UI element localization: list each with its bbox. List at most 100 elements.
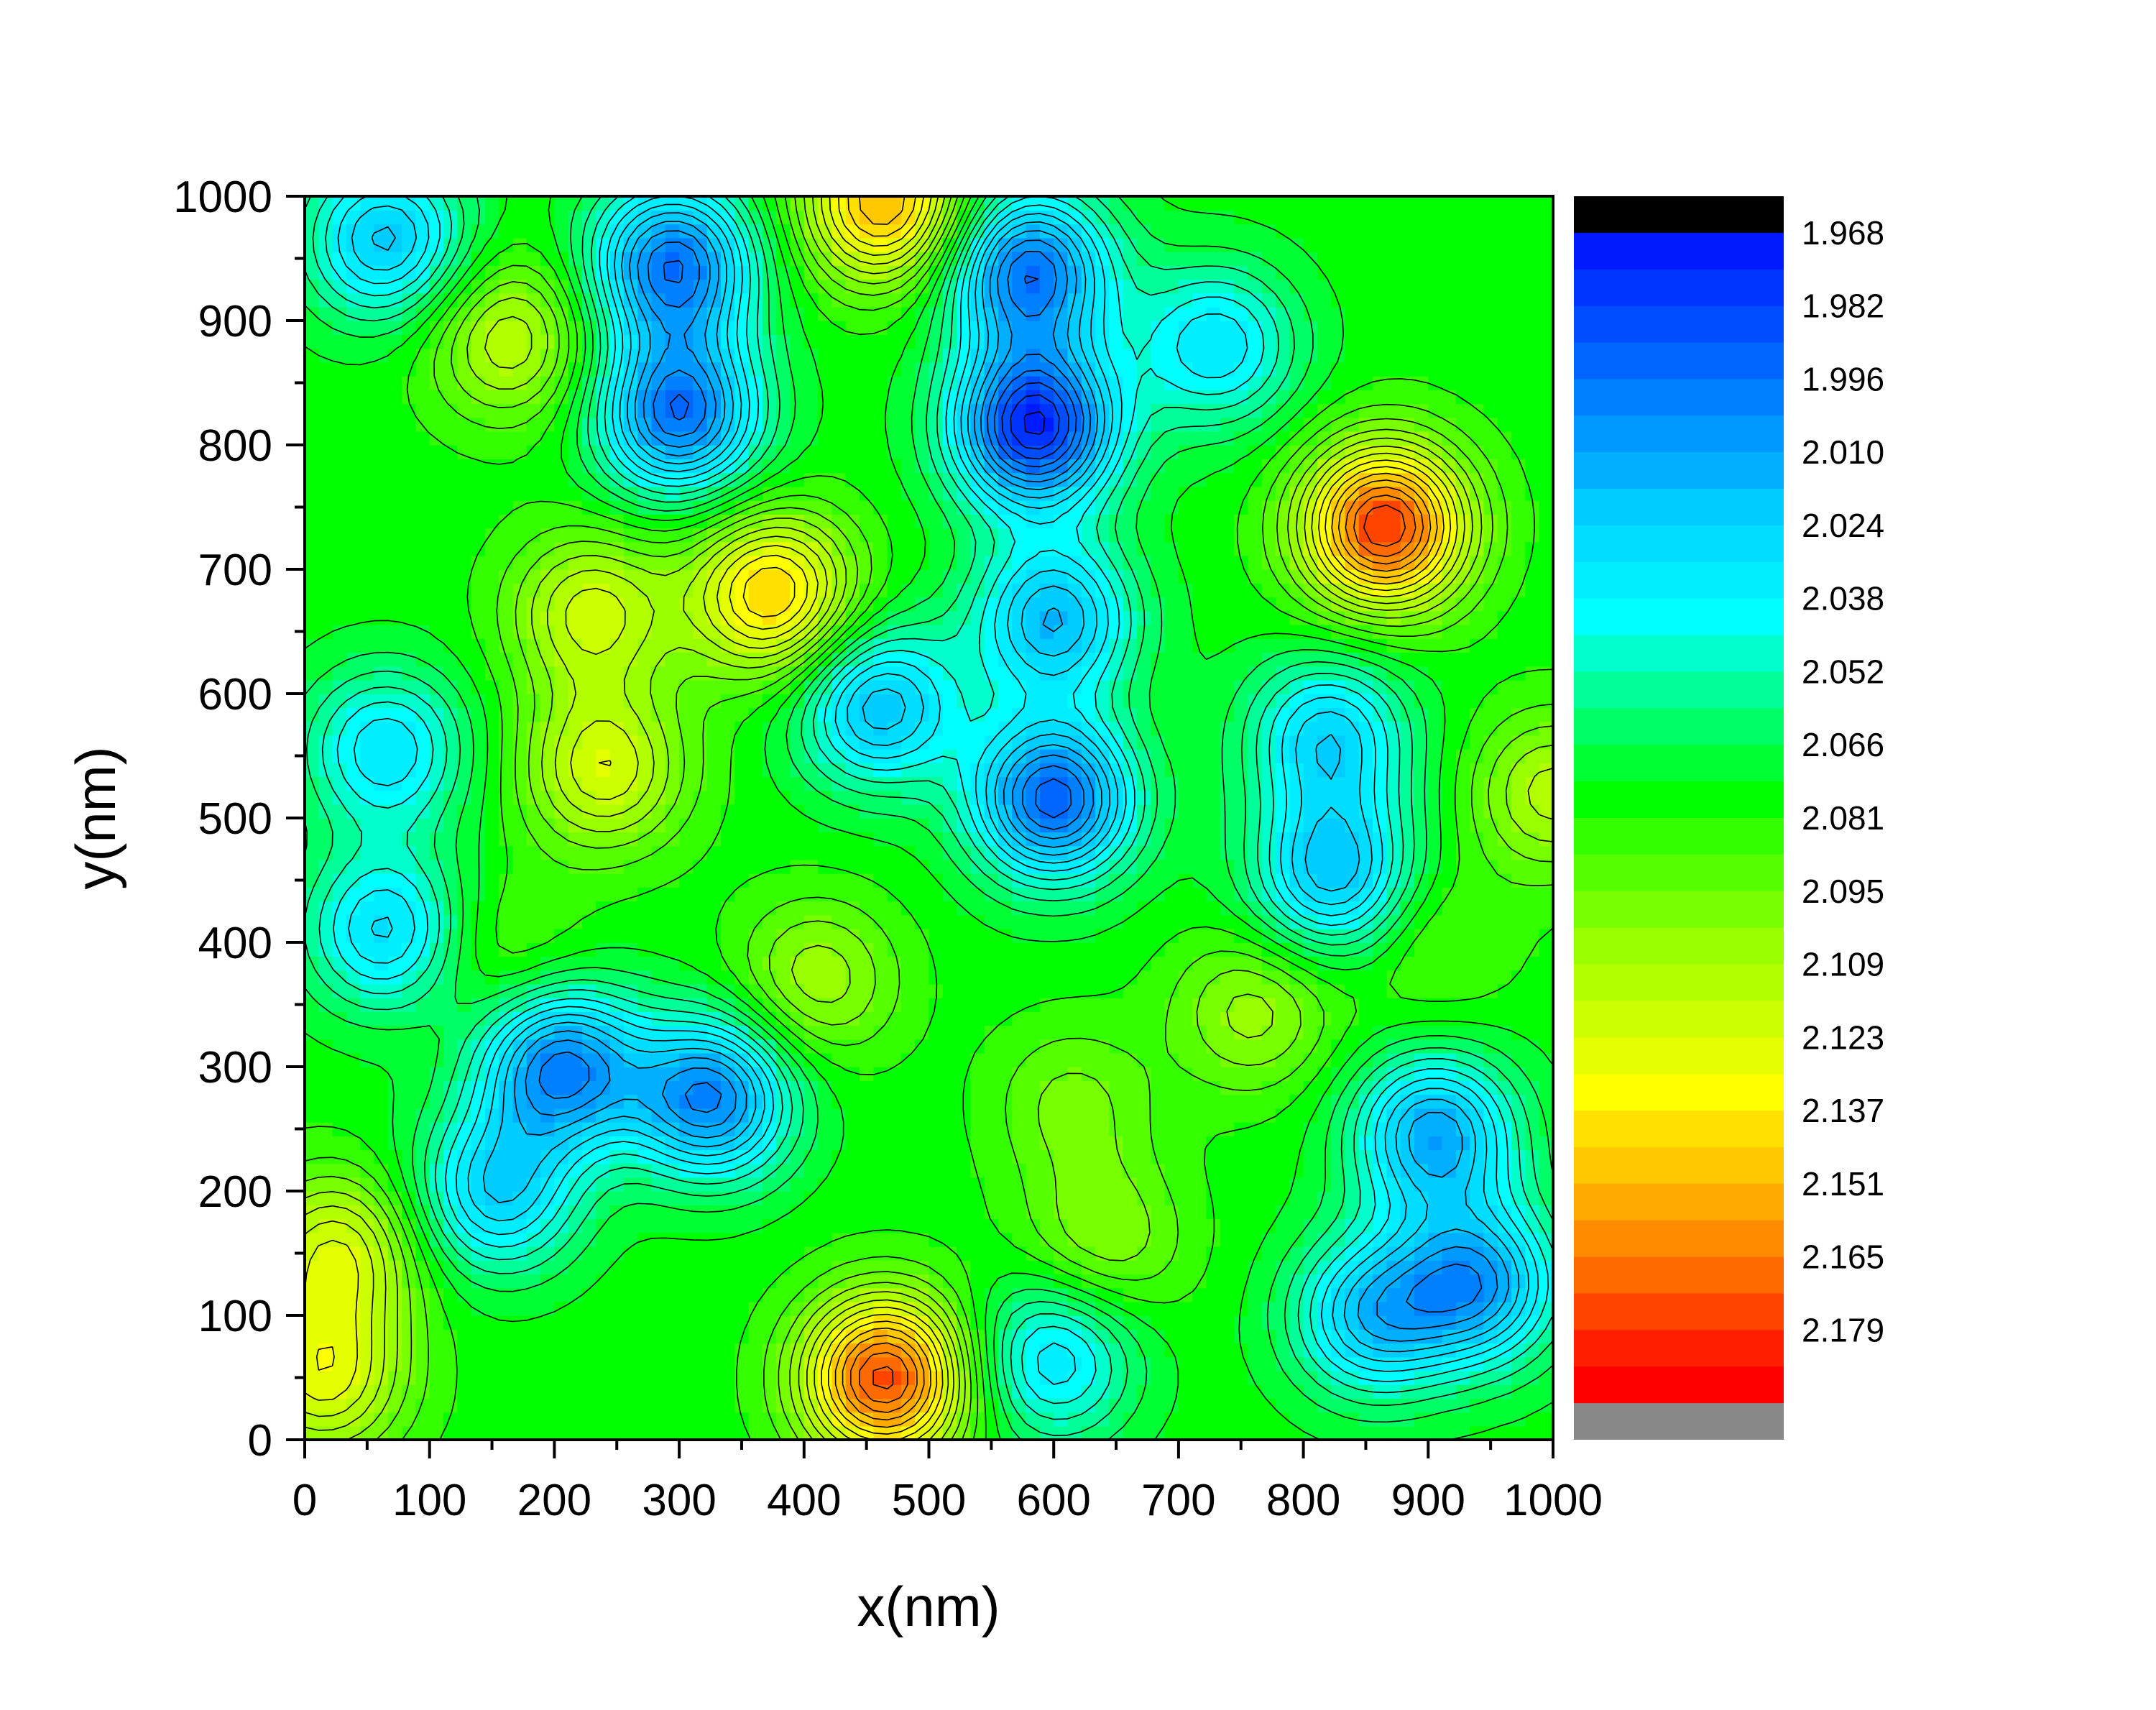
contour-cell bbox=[637, 1108, 652, 1123]
contour-cell bbox=[430, 1412, 444, 1427]
contour-cell bbox=[888, 1357, 902, 1371]
contour-cell bbox=[1262, 763, 1276, 777]
contour-cell bbox=[846, 970, 860, 984]
contour-cell bbox=[1317, 1315, 1332, 1330]
contour-cell bbox=[943, 1039, 957, 1054]
contour-cell bbox=[1234, 1412, 1248, 1427]
contour-cell bbox=[970, 1067, 985, 1081]
contour-cell bbox=[1192, 1053, 1207, 1067]
contour-cell bbox=[1359, 1094, 1373, 1108]
contour-cell bbox=[1220, 1108, 1235, 1123]
contour-cell bbox=[818, 984, 832, 998]
contour-cell bbox=[624, 901, 638, 915]
contour-cell bbox=[1484, 832, 1498, 846]
contour-cell bbox=[1331, 1080, 1345, 1095]
contour-cell bbox=[873, 749, 888, 763]
contour-cell bbox=[749, 1384, 763, 1399]
contour-cell bbox=[791, 721, 805, 735]
contour-cell bbox=[929, 1315, 944, 1330]
contour-cell bbox=[1428, 735, 1442, 750]
contour-cell bbox=[943, 1067, 957, 1081]
contour-cell bbox=[610, 970, 625, 984]
contour-cell bbox=[1484, 956, 1498, 970]
contour-cell bbox=[985, 860, 999, 874]
contour-cell bbox=[568, 1357, 583, 1371]
contour-cell bbox=[1192, 984, 1207, 998]
contour-cell bbox=[998, 1122, 1013, 1136]
contour-cell bbox=[624, 1094, 638, 1108]
contour-cell bbox=[1234, 721, 1248, 735]
contour-cell bbox=[1386, 998, 1401, 1012]
contour-cell bbox=[1331, 832, 1345, 846]
contour-cell bbox=[1095, 1122, 1110, 1136]
contour-cell bbox=[568, 1108, 583, 1123]
contour-cell bbox=[610, 873, 625, 888]
contour-cell bbox=[1179, 680, 1193, 694]
contour-cell bbox=[1095, 1094, 1110, 1108]
contour-cell bbox=[707, 1025, 722, 1039]
contour-cell bbox=[568, 845, 583, 860]
contour-cell bbox=[513, 929, 528, 943]
contour-cell bbox=[485, 1302, 499, 1316]
contour-cell bbox=[1331, 1398, 1345, 1412]
contour-cell bbox=[707, 1164, 722, 1178]
contour-cell bbox=[915, 1164, 929, 1178]
contour-cell bbox=[1040, 1067, 1054, 1081]
contour-cell bbox=[568, 915, 583, 929]
contour-cell bbox=[998, 1149, 1013, 1164]
contour-cell bbox=[360, 832, 374, 846]
contour-cell bbox=[888, 956, 902, 970]
contour-cell bbox=[1192, 1371, 1207, 1385]
contour-cell bbox=[943, 1205, 957, 1219]
contour-cell bbox=[1012, 1274, 1026, 1288]
contour-cell bbox=[443, 694, 458, 708]
contour-cell bbox=[1192, 707, 1207, 722]
contour-cell bbox=[734, 818, 749, 832]
contour-cell bbox=[1345, 1426, 1360, 1440]
contour-cell bbox=[540, 970, 555, 984]
contour-cell bbox=[1082, 1302, 1096, 1316]
contour-cell bbox=[985, 1122, 999, 1136]
contour-cell bbox=[1456, 1136, 1470, 1150]
contour-cell bbox=[1442, 873, 1457, 888]
contour-cell bbox=[707, 1398, 722, 1412]
contour-cell bbox=[1165, 1025, 1179, 1039]
contour-cell bbox=[554, 956, 568, 970]
contour-cell bbox=[998, 1191, 1013, 1205]
contour-bands bbox=[305, 196, 1554, 1440]
contour-cell bbox=[818, 887, 832, 901]
contour-cell bbox=[1345, 1011, 1360, 1026]
contour-cell bbox=[360, 749, 374, 763]
contour-cell bbox=[791, 694, 805, 708]
contour-cell bbox=[1414, 970, 1429, 984]
contour-cell bbox=[1137, 1302, 1151, 1316]
contour-cell bbox=[443, 791, 458, 805]
contour-cell bbox=[1068, 998, 1082, 1012]
contour-cell bbox=[1220, 1149, 1235, 1164]
contour-cell bbox=[901, 873, 916, 888]
contour-cell bbox=[873, 735, 888, 750]
contour-cell bbox=[1401, 721, 1415, 735]
contour-cell bbox=[485, 956, 499, 970]
contour-cell bbox=[957, 680, 971, 694]
contour-cell bbox=[430, 1025, 444, 1039]
contour-cell bbox=[943, 860, 957, 874]
contour-cell bbox=[970, 1122, 985, 1136]
contour-cell bbox=[776, 1011, 791, 1026]
contour-cell bbox=[540, 1371, 555, 1385]
contour-cell bbox=[318, 1260, 333, 1274]
contour-cell bbox=[652, 929, 666, 943]
contour-cell bbox=[679, 694, 694, 708]
contour-cell bbox=[388, 1039, 402, 1054]
contour-cell bbox=[1082, 1274, 1096, 1288]
contour-cell bbox=[1456, 970, 1470, 984]
contour-cell bbox=[388, 901, 402, 915]
contour-cell bbox=[1345, 1122, 1360, 1136]
contour-cell bbox=[957, 707, 971, 722]
contour-cell bbox=[873, 1080, 888, 1095]
contour-cell bbox=[1095, 929, 1110, 943]
contour-cell bbox=[485, 818, 499, 832]
contour-cell bbox=[1095, 1011, 1110, 1026]
contour-cell bbox=[1082, 1149, 1096, 1164]
contour-cell bbox=[637, 1302, 652, 1316]
